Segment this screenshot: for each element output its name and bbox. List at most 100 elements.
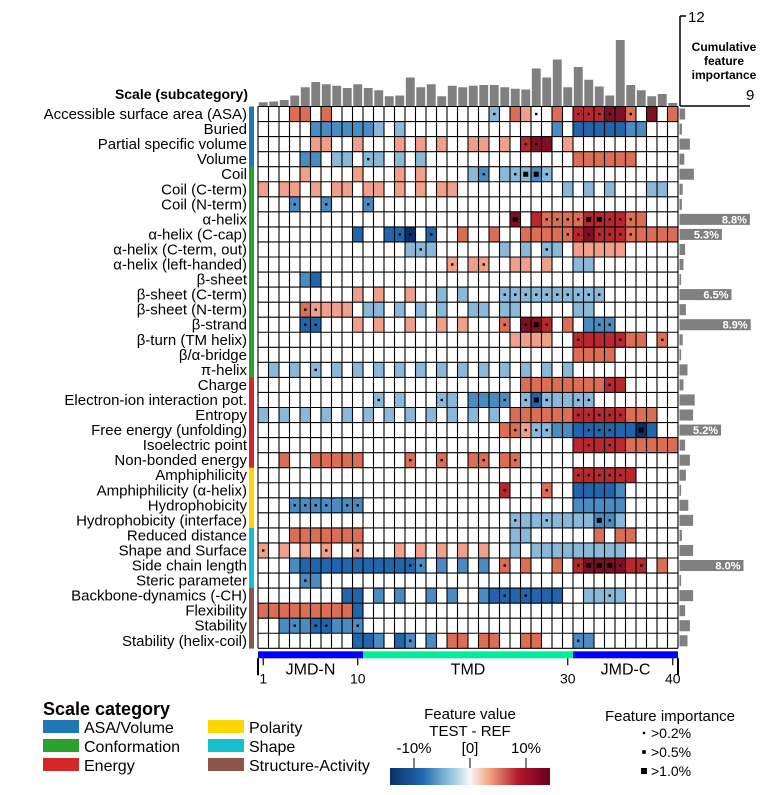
importance-marker <box>608 519 611 522</box>
category-legend-label: Structure-Activity <box>249 758 370 775</box>
heatmap-cell <box>436 136 447 152</box>
importance-marker <box>577 218 580 221</box>
category-strip <box>249 241 254 258</box>
heatmap-cell <box>594 497 605 513</box>
importance-marker <box>503 489 506 492</box>
heatmap-cell <box>541 362 552 378</box>
importance-legend: Feature importance >0.2% >0.5% >1.0% <box>605 708 735 779</box>
heatmap-cell <box>373 302 384 318</box>
cumulative-bar <box>332 85 342 106</box>
importance-legend-marker <box>642 750 646 754</box>
heatmap-cell <box>352 287 363 303</box>
heatmap-cell <box>310 452 321 468</box>
heatmap-cell <box>573 347 584 363</box>
heatmap-cell <box>352 633 363 649</box>
importance-marker <box>629 233 632 236</box>
row-label: Shape and Surface <box>119 542 247 559</box>
value-legend-tick-neg: -10% <box>396 740 431 757</box>
row-label: β-strand <box>192 317 247 334</box>
cumulative-bar <box>342 88 352 106</box>
importance-marker <box>524 142 527 146</box>
heatmap-cell <box>520 633 531 649</box>
heatmap-cell <box>373 181 384 197</box>
heatmap-cell <box>573 422 584 438</box>
category-strip <box>249 512 254 529</box>
importance-marker <box>493 112 496 116</box>
heatmap-cell <box>373 121 384 137</box>
category-strip <box>249 317 254 333</box>
importance-marker <box>596 563 602 569</box>
category-legend: Scale category ASA/Volume Conformation Ene… <box>43 699 370 775</box>
y-axis-title: Scale (subcategory) <box>115 86 248 102</box>
heatmap-cell <box>342 302 353 318</box>
heatmap-cell <box>436 287 447 303</box>
heatmap-cell <box>573 497 584 513</box>
importance-marker <box>640 564 643 567</box>
importance-marker <box>325 549 328 552</box>
heatmap-cell <box>363 181 374 197</box>
importance-marker <box>566 293 569 296</box>
heatmap-cell <box>625 422 636 438</box>
heatmap-cell <box>279 542 290 558</box>
row-labels: Accessible surface area (ASA)BuriedParti… <box>44 106 248 650</box>
heatmap-cell <box>310 527 321 543</box>
importance-marker <box>440 398 443 402</box>
category-strip <box>249 452 254 468</box>
importance-marker <box>545 173 548 176</box>
heatmap-cell <box>342 452 353 468</box>
heatmap-cell <box>657 181 668 197</box>
heatmap-cell <box>583 257 594 273</box>
heatmap-cell <box>625 151 636 167</box>
heatmap-cell <box>415 542 426 558</box>
category-strip <box>249 482 254 499</box>
heatmap-cell <box>615 377 626 393</box>
heatmap-cell <box>604 151 615 167</box>
value-legend-subtitle: TEST - REF <box>429 723 510 740</box>
importance-marker <box>482 263 485 266</box>
row-importance-bar <box>679 590 694 602</box>
heatmap-cell <box>457 542 468 558</box>
heatmap-cell <box>478 362 489 378</box>
category-strip <box>249 106 254 122</box>
region-label: TMD <box>451 661 486 678</box>
category-strip <box>249 407 254 423</box>
row-label: Stability (helix-coil) <box>122 633 247 650</box>
cumulative-tick-max: 12 <box>688 9 705 26</box>
heatmap-cell <box>573 302 584 318</box>
importance-marker <box>314 624 317 627</box>
importance-marker <box>451 263 454 266</box>
heatmap-cell <box>384 558 395 574</box>
row-importance-bar <box>679 620 690 632</box>
row-importance-bar <box>679 349 682 361</box>
region-segment <box>258 651 363 659</box>
heatmap-cell <box>531 542 542 558</box>
importance-marker <box>587 233 590 236</box>
heatmap-cell <box>636 211 647 227</box>
region-segment <box>573 651 678 659</box>
importance-marker <box>325 504 328 507</box>
heatmap-cell <box>373 588 384 604</box>
category-legend-label: Energy <box>84 758 135 775</box>
category-strip <box>249 377 254 393</box>
heatmap-cell <box>457 287 468 303</box>
heatmap-cell <box>373 633 384 649</box>
importance-marker <box>304 323 307 326</box>
heatmap-cell <box>289 603 300 619</box>
heatmap-cell <box>562 392 573 408</box>
heatmap-cell <box>594 588 605 604</box>
heatmap-cell <box>583 588 594 604</box>
importance-marker <box>304 308 307 311</box>
importance-marker <box>367 203 370 206</box>
cumulative-bar <box>374 90 384 106</box>
importance-marker <box>503 564 506 567</box>
importance-marker <box>638 427 644 433</box>
heatmap-cell <box>331 618 342 634</box>
cumulative-bar <box>605 95 615 106</box>
heatmap-cell <box>457 633 468 649</box>
category-strip <box>249 136 254 152</box>
heatmap-cell <box>342 407 353 423</box>
importance-marker <box>608 413 611 417</box>
importance-marker <box>607 563 613 569</box>
row-label: Backbone-dynamics (-CH) <box>71 588 247 605</box>
heatmap-cell <box>300 603 311 619</box>
